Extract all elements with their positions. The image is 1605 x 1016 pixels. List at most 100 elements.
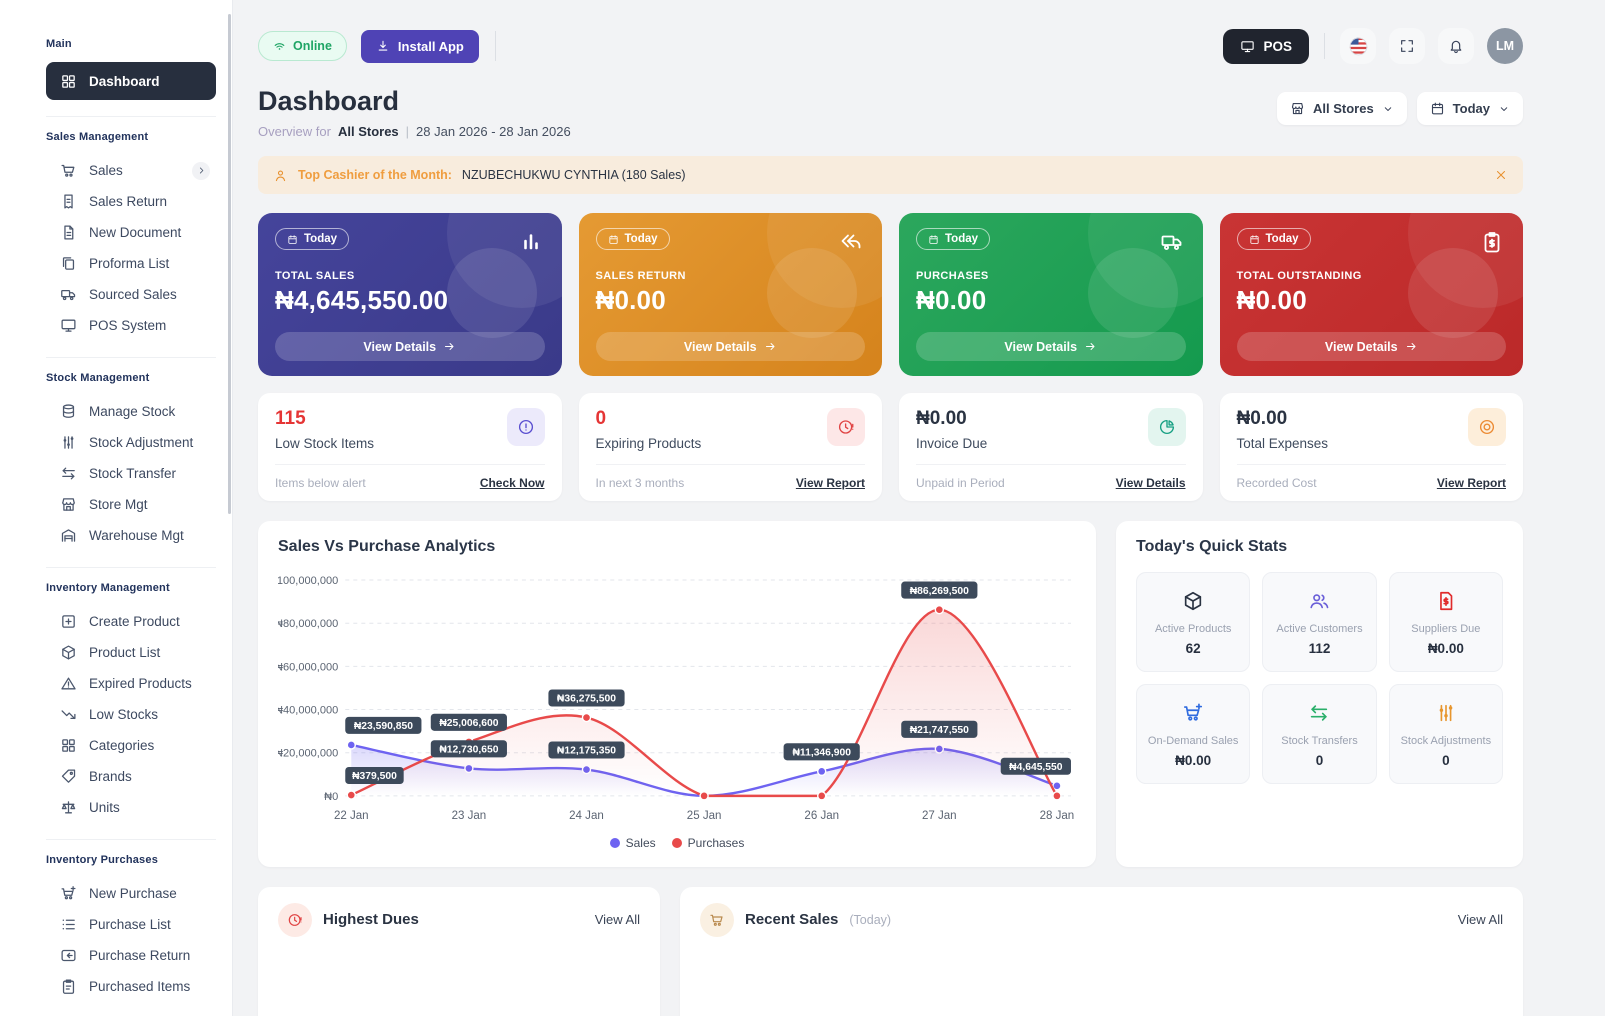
sidebar-item-label: Sales Return	[89, 194, 168, 209]
svg-text:₦25,006,600: ₦25,006,600	[439, 718, 498, 729]
sidebar-item-sales[interactable]: Sales	[46, 155, 216, 186]
language-flag-button[interactable]	[1340, 28, 1376, 64]
svg-text:₦60,000,000: ₦60,000,000	[278, 661, 338, 673]
sidebar-item-new-document[interactable]: New Document	[46, 217, 216, 248]
mini-card-label: Expiring Products	[595, 436, 702, 451]
quick-stat-value: 0	[1442, 753, 1450, 768]
chevron-down-icon	[1384, 106, 1391, 111]
sidebar-item-warehouse-mgt[interactable]: Warehouse Mgt	[46, 520, 216, 551]
sidebar-scrollbar[interactable]	[228, 14, 231, 514]
mini-card-footnote: Recorded Cost	[1236, 476, 1317, 490]
legend-dot	[609, 837, 620, 848]
sidebar-item-label: Purchased Items	[89, 979, 191, 994]
avatar[interactable]: LM	[1487, 28, 1523, 64]
plus-square-icon	[62, 615, 75, 628]
clipboard-icon	[62, 979, 75, 994]
cart-plus-icon	[61, 886, 76, 900]
sidebar-item-expired-products[interactable]: Expired Products	[46, 668, 216, 699]
tag-icon	[61, 769, 76, 783]
sidebar-item-categories[interactable]: Categories	[46, 730, 216, 761]
truck-icon	[61, 289, 76, 301]
svg-text:₦11,346,900: ₦11,346,900	[792, 748, 851, 759]
chevron-right-icon	[199, 167, 203, 174]
sidebar-item-low-stocks[interactable]: Low Stocks	[46, 699, 216, 730]
sidebar-item-purchased-items[interactable]: Purchased Items	[46, 971, 216, 1002]
sidebar-item-manage-stock[interactable]: Manage Stock	[46, 396, 216, 427]
file-dollar-icon	[1439, 591, 1453, 611]
sidebar-item-label: Create Product	[89, 614, 180, 629]
person-award-icon	[273, 168, 288, 183]
period-badge: Today	[916, 228, 991, 250]
date-range: 28 Jan 2026 - 28 Jan 2026	[416, 124, 571, 139]
stat-cards-row: Today TOTAL SALES ₦4,645,550.00 View Det…	[258, 213, 1523, 376]
svg-text:23 Jan: 23 Jan	[452, 810, 487, 822]
sidebar-item-stock-adjustment[interactable]: Stock Adjustment	[46, 427, 216, 458]
mini-card-link-view-report[interactable]: View Report	[795, 476, 865, 490]
sidebar-item-purchase-return[interactable]: Purchase Return	[46, 940, 216, 971]
notifications-button[interactable]	[1438, 28, 1474, 64]
sidebar-item-proforma-list[interactable]: Proforma List	[46, 248, 216, 279]
stat-value: ₦0.00	[595, 285, 666, 315]
sidebar-item-units[interactable]: Units	[46, 792, 216, 823]
fullscreen-icon	[1401, 40, 1413, 52]
fullscreen-button[interactable]	[1389, 28, 1425, 64]
svg-text:₦36,275,500: ₦36,275,500	[557, 694, 616, 705]
stat-card-total-sales: Today TOTAL SALES ₦4,645,550.00 View Det…	[258, 213, 562, 376]
mini-card-link-view-report[interactable]: View Report	[1436, 476, 1506, 490]
svg-text:28 Jan: 28 Jan	[1040, 810, 1075, 822]
sidebar-item-label: POS System	[89, 318, 167, 333]
sidebar-item-dashboard[interactable]: Dashboard	[46, 62, 216, 100]
quick-stat-stock-adjustments: Stock Adjustments 0	[1388, 684, 1503, 784]
install-app-button[interactable]: Install App	[360, 29, 479, 63]
sidebar-item-stock-transfer[interactable]: Stock Transfer	[46, 458, 216, 489]
expand-chevron[interactable]	[192, 161, 210, 180]
calendar-icon	[1431, 102, 1443, 115]
view-details-button[interactable]: View Details	[595, 332, 865, 361]
sidebar-item-pos-system[interactable]: POS System	[46, 310, 216, 341]
sidebar-item-new-purchase[interactable]: New Purchase	[46, 878, 216, 909]
period-filter-dropdown[interactable]: Today	[1416, 92, 1523, 125]
sidebar-item-sales-return[interactable]: Sales Return	[46, 186, 216, 217]
sidebar-item-store-mgt[interactable]: Store Mgt	[46, 489, 216, 520]
sidebar-item-label: Units	[89, 800, 120, 815]
legend-item-sales[interactable]: Sales	[609, 836, 656, 850]
mini-card-value: ₦0.00	[916, 408, 967, 429]
sidebar-item-product-list[interactable]: Product List	[46, 637, 216, 668]
close-icon[interactable]	[1494, 168, 1508, 182]
sidebar-item-brands[interactable]: Brands	[46, 761, 216, 792]
view-all-link[interactable]: View All	[1457, 912, 1503, 928]
bottom-card-highest-dues: Highest Dues View All	[258, 886, 660, 1016]
pos-button[interactable]: POS	[1223, 28, 1309, 64]
online-label: Online	[293, 39, 332, 53]
chart-legend: Sales Purchases	[278, 836, 1076, 850]
mini-card-footnote: Items below alert	[275, 476, 366, 490]
view-details-button[interactable]: View Details	[275, 332, 545, 361]
header-filters: All Stores Today	[1276, 92, 1523, 125]
view-details-button[interactable]: View Details	[1236, 332, 1506, 361]
mini-card-link-view-details[interactable]: View Details	[1115, 476, 1186, 490]
sidebar-item-purchase-list[interactable]: Purchase List	[46, 909, 216, 940]
sliders-icon	[63, 436, 74, 449]
legend-item-purchases[interactable]: Purchases	[671, 836, 744, 850]
stat-label: TOTAL OUTSTANDING	[1236, 270, 1362, 282]
arrow-right-icon	[1406, 343, 1416, 350]
quick-stat-label: Active Customers	[1276, 623, 1363, 635]
us-flag-icon	[1348, 36, 1369, 57]
sidebar-item-create-product[interactable]: Create Product	[46, 606, 216, 637]
quick-stat-active-products: Active Products 62	[1136, 572, 1251, 672]
banner-text: NZUBECHUKWU CYNTHIA (180 Sales)	[461, 168, 686, 182]
sidebar-item-sourced-sales[interactable]: Sourced Sales	[46, 279, 216, 310]
view-details-button[interactable]: View Details	[916, 332, 1186, 361]
legend-dot	[671, 837, 682, 848]
chart-canvas: ₦0 ₦20,000,000 ₦40,000,000 ₦60,000,000 ₦80,0…	[269, 575, 1075, 822]
sidebar-item-label: Dashboard	[89, 73, 160, 89]
mini-card-link-check-now[interactable]: Check Now	[479, 476, 545, 490]
monitor-icon	[1241, 40, 1255, 52]
svg-text:22 Jan: 22 Jan	[334, 810, 369, 822]
cart-icon	[710, 914, 723, 926]
view-all-link[interactable]: View All	[594, 912, 640, 928]
clock-alert-icon	[838, 420, 854, 434]
analytics-row: Sales Vs Purchase Analytics ₦0 ₦20,000,00…	[258, 521, 1523, 867]
mini-card-value: 115	[275, 408, 306, 429]
store-filter-dropdown[interactable]: All Stores	[1276, 92, 1407, 125]
